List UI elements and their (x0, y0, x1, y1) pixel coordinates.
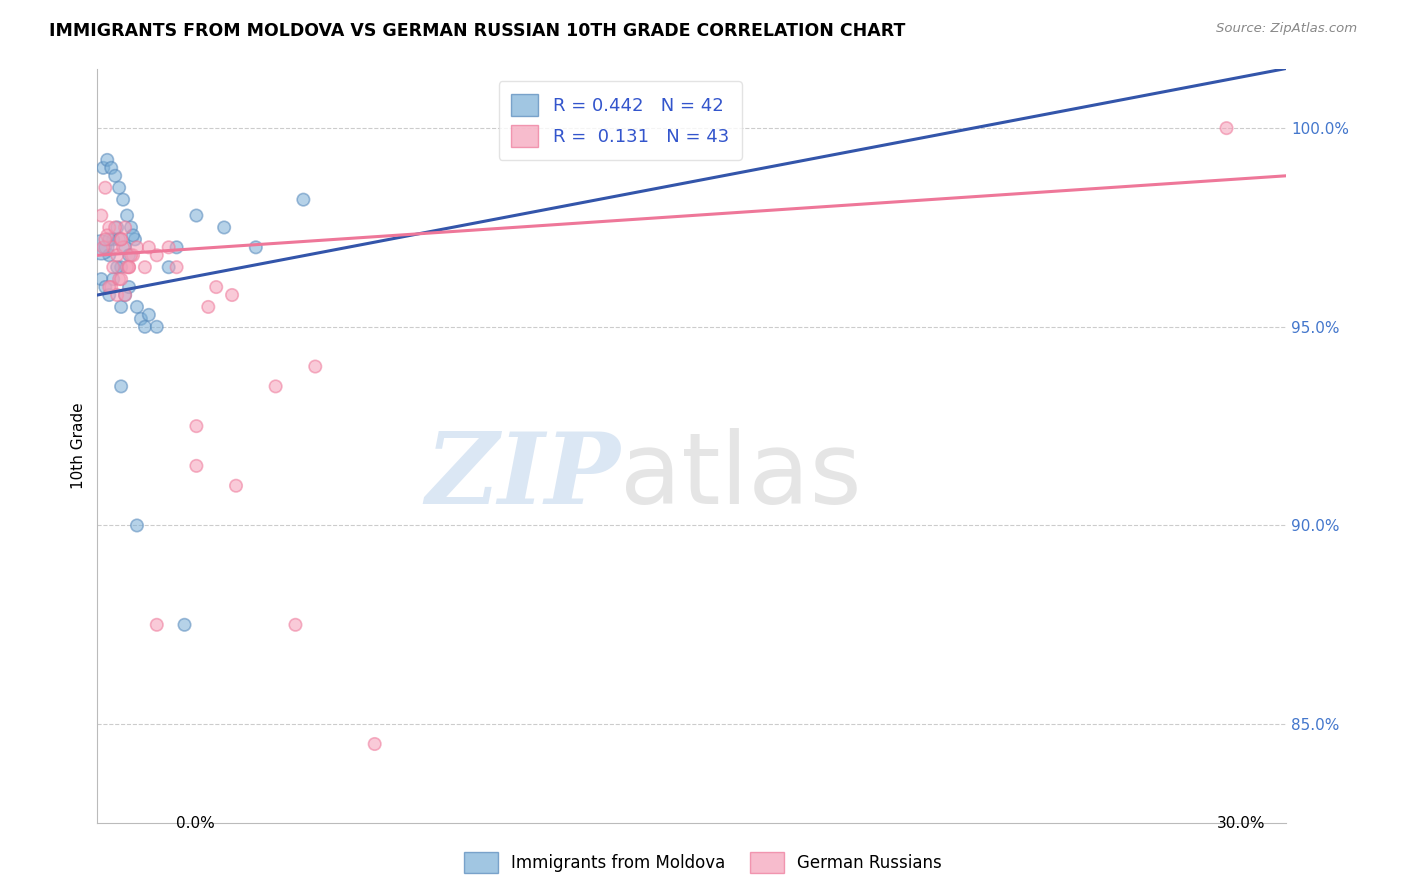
Point (96, 153, 118, 167)
Point (120, 220, 142, 235)
Point (98, 220, 121, 235)
Point (118, 260, 141, 275)
Point (197, 300, 219, 314)
Point (157, 240, 180, 254)
Legend: Immigrants from Moldova, German Russians: Immigrants from Moldova, German Russians (458, 846, 948, 880)
Point (146, 617, 169, 632)
Point (125, 300, 148, 314)
Point (110, 232, 132, 246)
Point (118, 260, 141, 275)
Point (1215, 121, 1237, 136)
Point (186, 419, 208, 434)
Text: 0.0%: 0.0% (176, 816, 215, 831)
Point (125, 518, 148, 533)
Point (90, 272, 112, 286)
Point (94, 180, 117, 194)
Point (212, 220, 235, 235)
Point (90, 209, 112, 223)
Point (120, 248, 142, 262)
Point (146, 248, 169, 262)
Point (205, 280, 228, 294)
Point (108, 272, 131, 286)
Point (225, 479, 247, 493)
Point (110, 300, 132, 314)
Point (157, 260, 180, 275)
Point (284, 617, 307, 632)
Point (105, 260, 128, 275)
Point (134, 319, 156, 334)
Point (110, 232, 132, 246)
Point (98, 280, 121, 294)
Point (112, 240, 135, 254)
Point (90, 240, 112, 254)
Point (108, 232, 131, 246)
Point (264, 379, 287, 393)
Point (166, 260, 188, 275)
Point (122, 248, 145, 262)
Point (166, 240, 188, 254)
Point (98, 288, 121, 302)
Point (103, 232, 125, 246)
Point (138, 240, 160, 254)
Point (221, 288, 243, 302)
Point (103, 272, 125, 286)
Point (103, 240, 125, 254)
Point (91, 240, 114, 254)
Point (122, 228, 145, 243)
Point (114, 220, 136, 235)
Legend: R = 0.442   N = 42, R =  0.131   N = 43: R = 0.442 N = 42, R = 0.131 N = 43 (499, 81, 742, 160)
Point (104, 169, 127, 183)
Point (94, 240, 117, 254)
Point (129, 311, 152, 326)
Point (103, 260, 125, 275)
Point (96, 228, 118, 243)
Y-axis label: 10th Grade: 10th Grade (72, 402, 86, 490)
Text: Source: ZipAtlas.com: Source: ZipAtlas.com (1216, 22, 1357, 36)
Point (94, 280, 117, 294)
Point (138, 308, 160, 322)
Point (304, 359, 326, 374)
Point (125, 240, 148, 254)
Text: IMMIGRANTS FROM MOLDOVA VS GERMAN RUSSIAN 10TH GRADE CORRELATION CHART: IMMIGRANTS FROM MOLDOVA VS GERMAN RUSSIA… (49, 22, 905, 40)
Point (118, 280, 141, 294)
Point (98, 248, 121, 262)
Point (245, 240, 267, 254)
Point (363, 737, 385, 751)
Point (186, 458, 208, 473)
Point (124, 232, 146, 246)
Point (100, 161, 122, 175)
Point (146, 319, 169, 334)
Point (94, 232, 117, 246)
Point (110, 260, 132, 275)
Point (100, 280, 122, 294)
Text: ZIP: ZIP (426, 428, 620, 524)
Point (105, 248, 128, 262)
Point (118, 248, 141, 262)
Point (112, 193, 135, 207)
Point (105, 220, 128, 235)
Point (98, 232, 121, 246)
Point (114, 288, 136, 302)
Point (186, 209, 208, 223)
Point (134, 260, 156, 275)
Point (114, 288, 136, 302)
Point (292, 193, 315, 207)
Point (105, 288, 128, 302)
Text: 30.0%: 30.0% (1218, 816, 1265, 831)
Point (91, 161, 114, 175)
Point (173, 617, 195, 632)
Text: atlas: atlas (620, 427, 862, 524)
Point (108, 180, 131, 194)
Point (110, 272, 132, 286)
Point (104, 220, 127, 235)
Point (115, 209, 138, 223)
Point (110, 379, 132, 393)
Point (115, 260, 138, 275)
Point (114, 240, 136, 254)
